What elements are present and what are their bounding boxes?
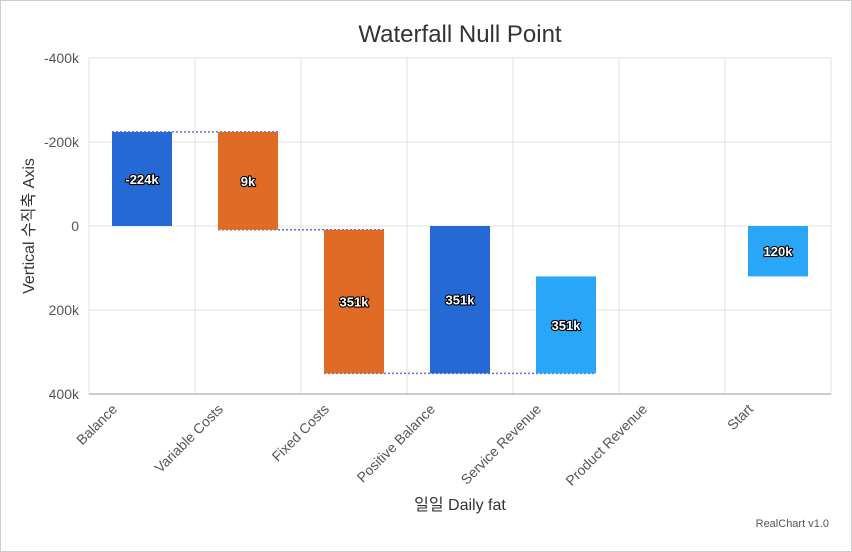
x-axis-title: 일일 Daily fat xyxy=(414,496,506,514)
y-tick-label: 400k xyxy=(49,386,80,402)
x-tick-label: Variable Costs xyxy=(151,401,226,476)
y-tick-label: -200k xyxy=(44,134,80,150)
data-label: 9k xyxy=(241,174,256,189)
data-label: 351k xyxy=(552,318,582,333)
y-tick-label: 0 xyxy=(71,218,79,234)
bar[interactable] xyxy=(748,226,808,277)
data-label: -224k xyxy=(125,172,159,187)
y-axis-title: Vertical 수직축 Axis xyxy=(20,158,38,294)
y-tick-label: -400k xyxy=(44,50,80,66)
grid xyxy=(88,57,832,395)
x-tick-label: Product Revenue xyxy=(562,401,650,489)
x-tick-label: Positive Balance xyxy=(354,401,439,486)
bar[interactable] xyxy=(324,229,384,374)
bar[interactable] xyxy=(430,226,490,374)
chart-title: Waterfall Null Point xyxy=(358,21,562,48)
data-label: 351k xyxy=(446,293,476,308)
x-tick-label: Fixed Costs xyxy=(269,401,333,465)
bar[interactable] xyxy=(218,131,278,230)
x-tick-label: Start xyxy=(724,401,756,433)
y-tick-label: 200k xyxy=(49,302,80,318)
chart-credit: RealChart v1.0 xyxy=(756,518,829,530)
x-tick-label: Balance xyxy=(73,401,120,448)
connector-lines xyxy=(112,131,596,375)
data-label: 351k xyxy=(340,295,370,310)
x-tick-label: Service Revenue xyxy=(457,401,544,488)
data-label: 120k xyxy=(764,244,794,259)
x-axis-ticks: Balance Variable Costs Fixed Costs Positive… xyxy=(73,401,756,489)
bar[interactable] xyxy=(112,131,172,226)
bar[interactable] xyxy=(536,276,596,374)
bars: -224k 9k 351k 351k 351k 120k xyxy=(112,131,808,374)
y-axis-ticks: -400k -200k 0 200k 400k xyxy=(44,50,80,402)
